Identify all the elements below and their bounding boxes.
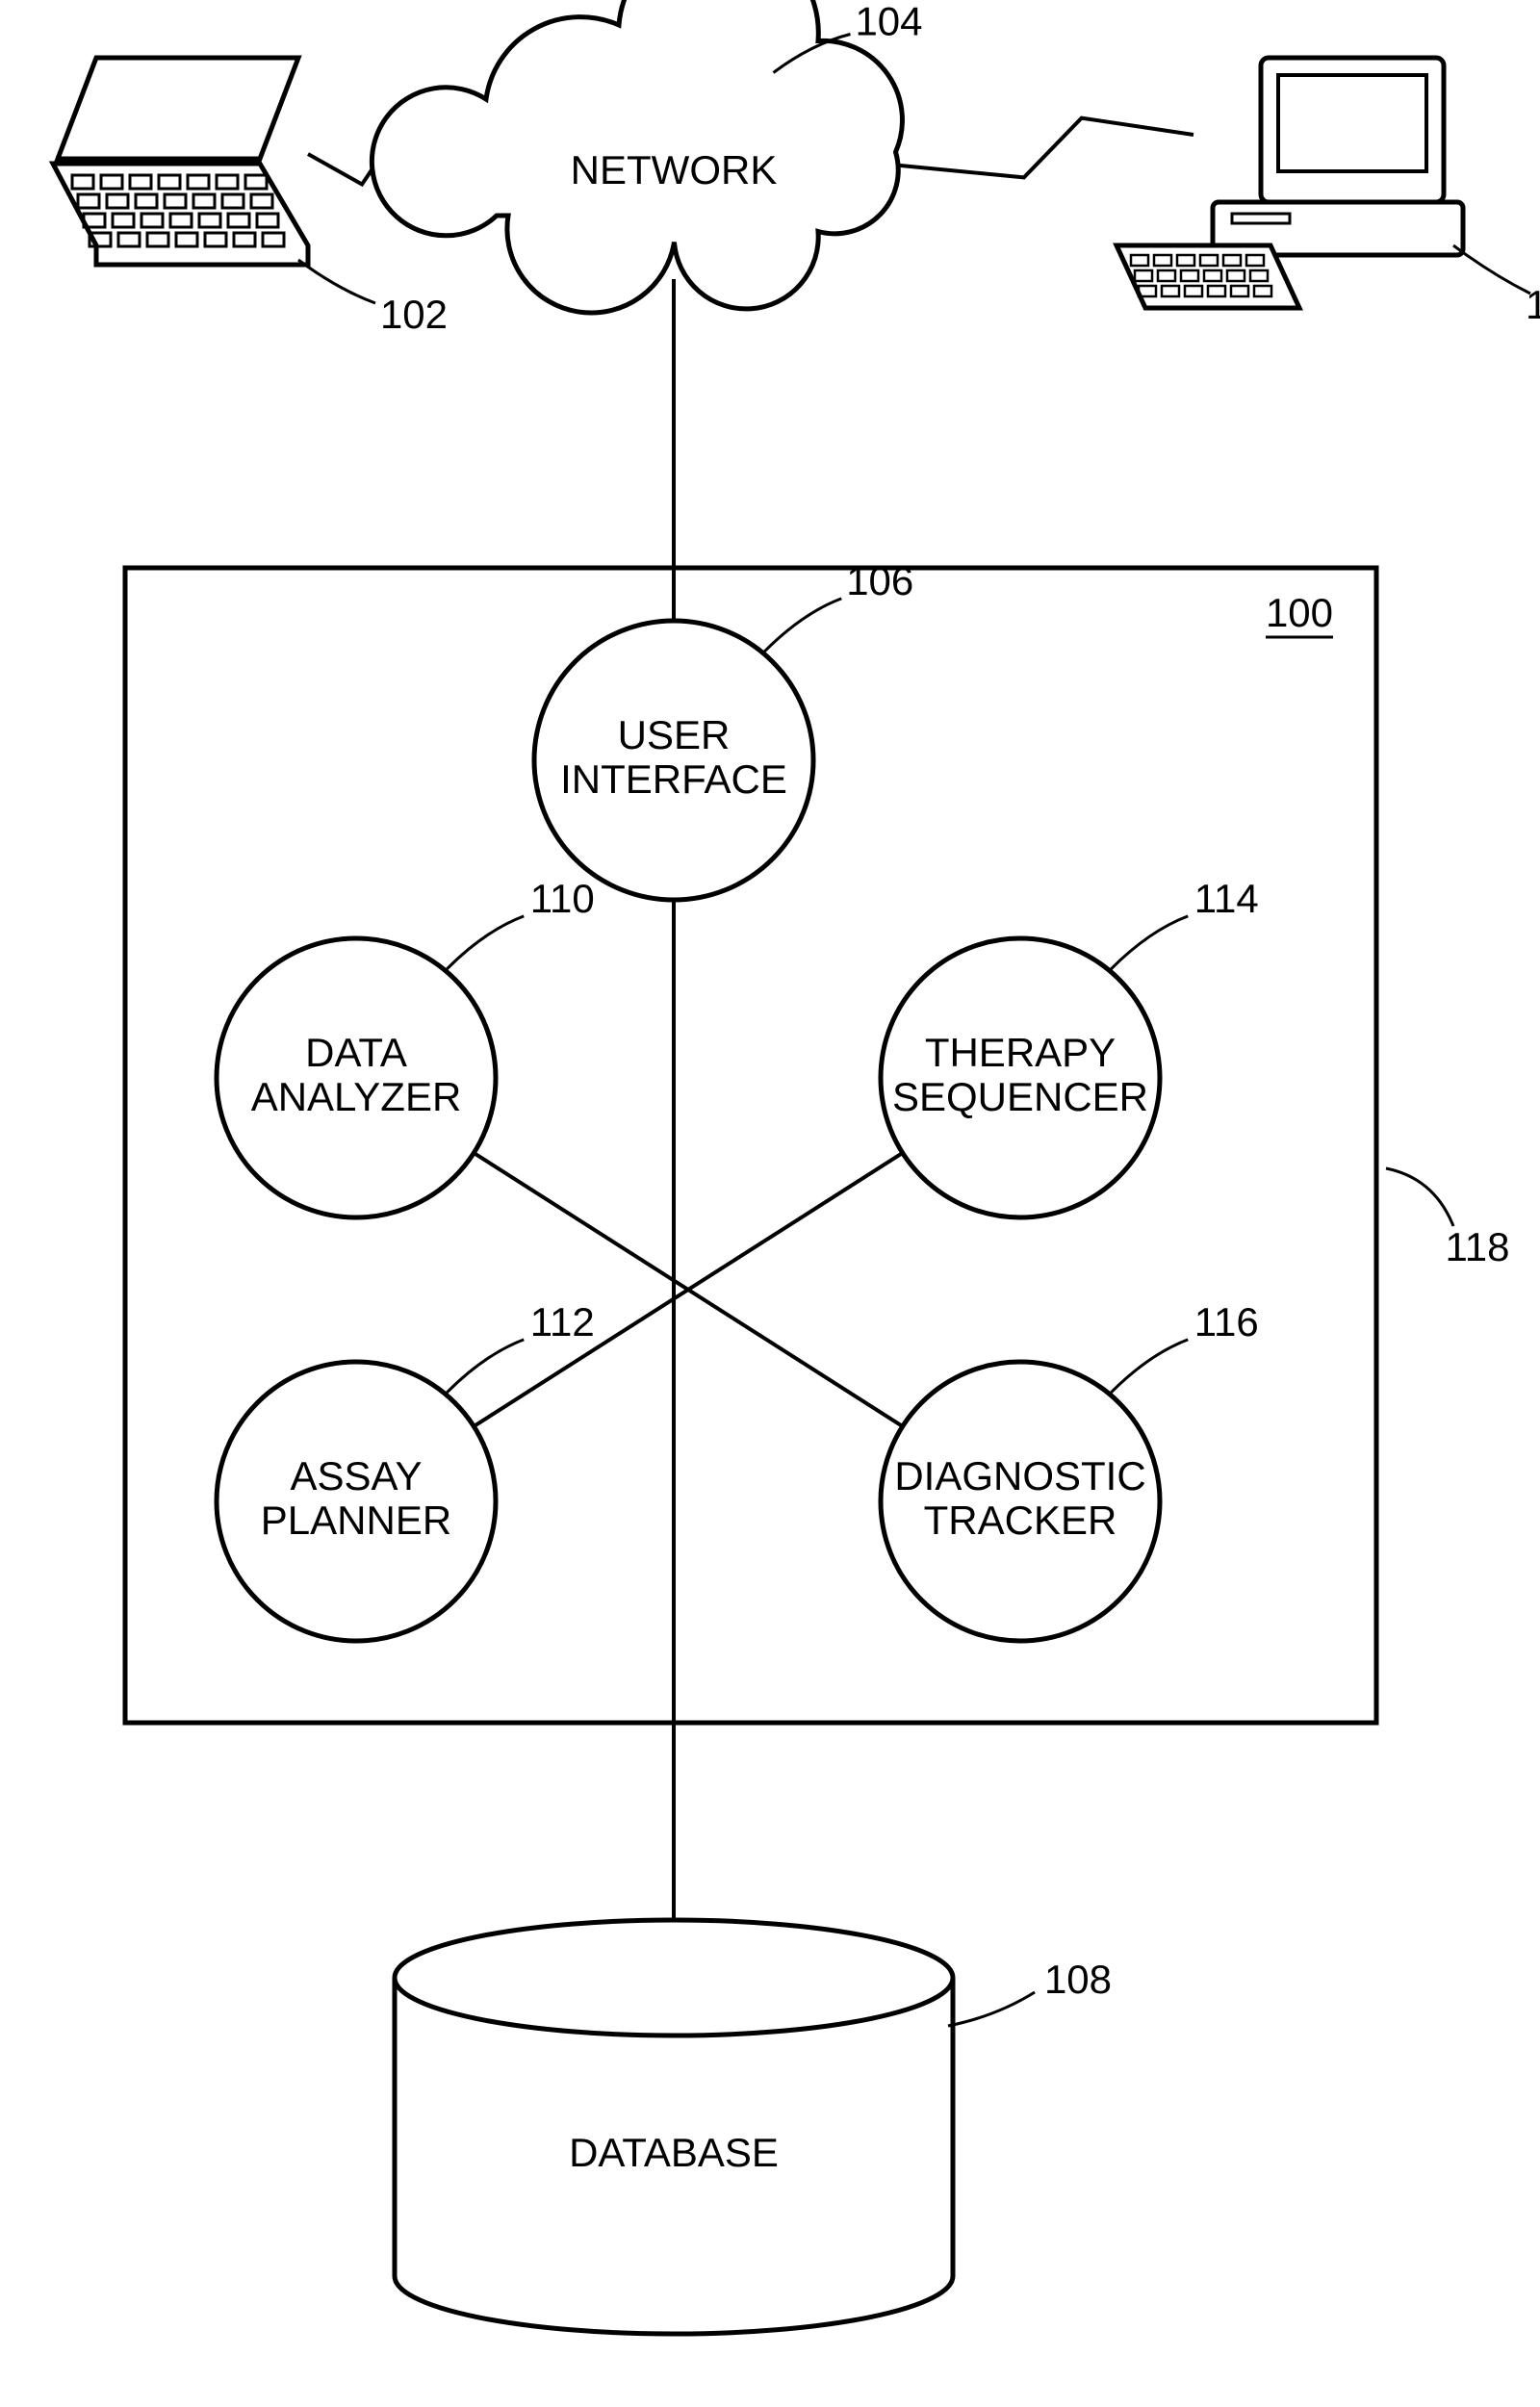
wireless-link — [881, 118, 1194, 178]
diagnostic_tracker-leader — [1111, 1340, 1188, 1393]
therapy_sequencer-label: SEQUENCER — [892, 1074, 1148, 1119]
therapy_sequencer-label: THERAPY — [925, 1030, 1116, 1075]
user_interface-leader — [764, 599, 841, 652]
user_interface-label: USER — [618, 712, 731, 757]
network-label: NETWORK — [571, 147, 778, 192]
leader-118 — [1386, 1168, 1453, 1226]
laptop-icon — [53, 58, 308, 265]
ref-104: 104 — [855, 0, 922, 44]
database-top — [395, 1920, 953, 2036]
data_analyzer-label: DATA — [305, 1030, 407, 1075]
ref-100: 100 — [1266, 590, 1333, 635]
ref-118: 118 — [1446, 1224, 1510, 1269]
diagnostic_tracker-label: TRACKER — [924, 1498, 1117, 1543]
ref-112: 112 — [530, 1299, 595, 1344]
user_interface-label: INTERFACE — [560, 756, 787, 802]
ref-108: 108 — [1044, 1957, 1112, 2002]
desktop-icon — [1116, 58, 1463, 308]
assay_planner-label: PLANNER — [261, 1498, 451, 1543]
ref-102-left: 102 — [380, 292, 448, 337]
diagnostic_tracker-label: DIAGNOSTIC — [894, 1453, 1145, 1498]
assay_planner-label: ASSAY — [291, 1453, 423, 1498]
edges-layer — [474, 279, 902, 1992]
data_analyzer-leader — [447, 916, 524, 969]
ref-116: 116 — [1194, 1299, 1259, 1344]
ref-102-right: 102 — [1526, 282, 1540, 327]
database-label: DATABASE — [569, 2130, 779, 2175]
ref-106: 106 — [846, 558, 913, 603]
ref-114: 114 — [1194, 876, 1259, 921]
therapy_sequencer-leader — [1111, 916, 1188, 969]
ref-110: 110 — [530, 876, 595, 921]
data_analyzer-label: ANALYZER — [251, 1074, 462, 1119]
assay_planner-leader — [447, 1340, 524, 1393]
